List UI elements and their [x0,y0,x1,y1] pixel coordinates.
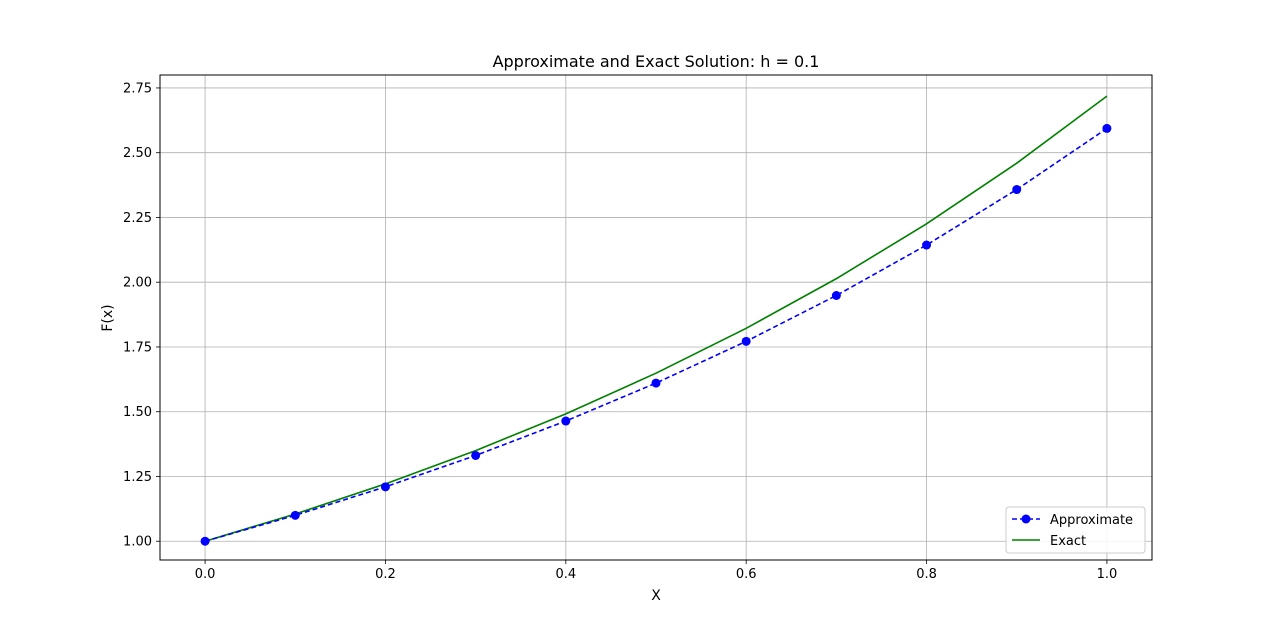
y-axis-label: F(x) [100,304,116,331]
data-point-approximate [471,450,481,460]
data-point-approximate [1102,123,1112,133]
x-tick-label: 0.6 [736,567,757,582]
x-tick-label: 0.4 [555,567,576,582]
plot-frame [159,74,1153,561]
legend-label-exact: Exact [1050,534,1086,549]
data-point-approximate [922,240,932,250]
data-point-approximate [741,336,751,346]
y-tick-label: 1.75 [123,340,152,355]
legend-swatch-approximate-marker [1021,514,1031,524]
data-point-approximate [380,482,390,492]
legend-box [1005,506,1146,554]
legend-label-approximate: Approximate [1050,513,1133,528]
y-tick-label: 1.50 [123,405,152,420]
series-line-approximate [204,127,1108,542]
y-tick-label: 1.00 [123,535,152,550]
x-tick-label: 0.0 [195,567,216,582]
y-tick-label: 2.50 [123,146,152,161]
x-tick-label: 1.0 [1097,567,1118,582]
data-point-approximate [831,290,841,300]
x-axis-label: X [651,588,661,604]
data-point-approximate [200,536,210,546]
grid [160,75,1152,560]
data-point-approximate [290,510,300,520]
legend: Approximate Exact [1005,506,1146,554]
y-tick-label: 2.25 [123,211,152,226]
axis-ticks: 0.0 0.2 0.4 0.6 0.8 1.0 1.00 1.25 1.50 1.75 2.00 2.… [123,81,1117,582]
data-point-approximate [561,416,571,426]
series-line-exact [204,95,1108,542]
data-point-approximate [1012,185,1022,195]
data-point-approximate [651,378,661,388]
y-tick-label: 1.25 [123,470,152,485]
plot-series [200,95,1112,546]
x-tick-label: 0.2 [375,567,396,582]
chart-title: Approximate and Exact Solution: h = 0.1 [493,52,820,71]
y-tick-label: 2.00 [123,276,152,291]
x-tick-label: 0.8 [916,567,937,582]
y-tick-label: 2.75 [123,81,152,96]
